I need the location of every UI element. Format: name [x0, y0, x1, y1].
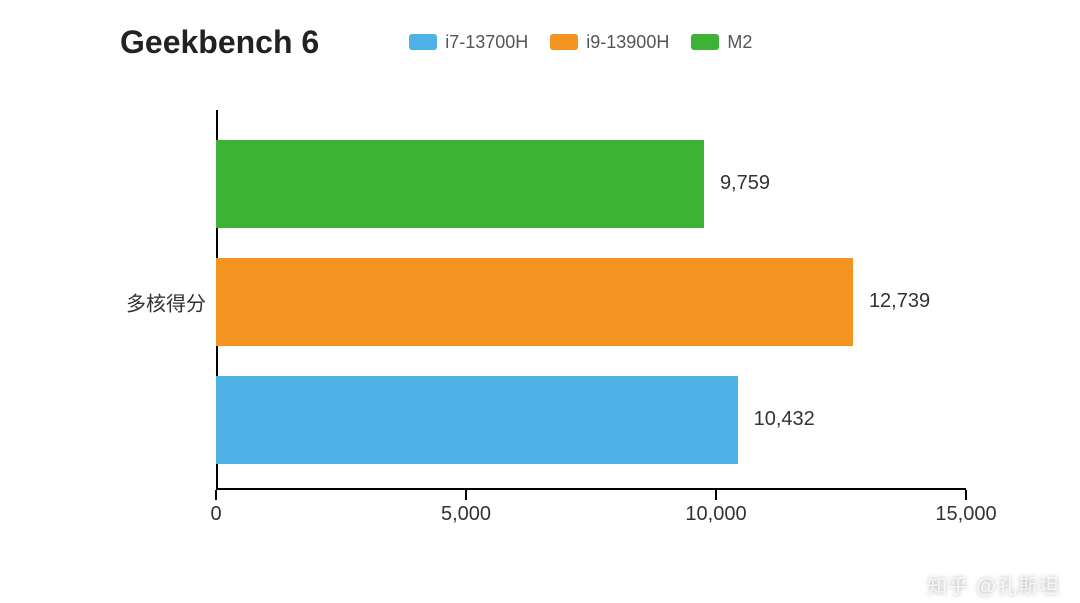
y-axis-label: 多核得分 — [116, 288, 206, 317]
legend-swatch-i9 — [550, 34, 578, 50]
legend-label-i9: i9-13900H — [586, 32, 669, 53]
bar-i7-13700h — [216, 376, 738, 464]
bar-value-label: 9,759 — [720, 172, 770, 195]
legend-label-i7: i7-13700H — [445, 32, 528, 53]
bar-value-label: 10,432 — [754, 408, 815, 431]
x-axis-tick — [215, 490, 217, 500]
chart-legend: i7-13700H i9-13900H M2 — [409, 32, 752, 53]
bar-i9-13900h — [216, 258, 853, 346]
x-axis-tick — [465, 490, 467, 500]
legend-item-m2: M2 — [691, 32, 752, 53]
bar-value-label: 12,739 — [869, 290, 930, 313]
x-axis-tick-label: 0 — [210, 503, 221, 526]
x-axis-tick — [715, 490, 717, 500]
x-axis-tick-label: 5,000 — [441, 503, 491, 526]
watermark: 知乎 @孔斯坦 — [927, 570, 1060, 599]
plot-area: 9,75912,73910,43205,00010,00015,000 — [216, 110, 966, 490]
chart-header: Geekbench 6 i7-13700H i9-13900H M2 — [120, 22, 1020, 62]
chart-container: Geekbench 6 i7-13700H i9-13900H M2 9,759… — [0, 0, 1080, 603]
chart-title: Geekbench 6 — [120, 24, 319, 61]
bar-m2 — [216, 140, 704, 228]
legend-label-m2: M2 — [727, 32, 752, 53]
legend-swatch-m2 — [691, 34, 719, 50]
x-axis-tick-label: 10,000 — [685, 503, 746, 526]
legend-item-i9: i9-13900H — [550, 32, 669, 53]
legend-item-i7: i7-13700H — [409, 32, 528, 53]
x-axis-tick-label: 15,000 — [935, 503, 996, 526]
legend-swatch-i7 — [409, 34, 437, 50]
x-axis-tick — [965, 490, 967, 500]
